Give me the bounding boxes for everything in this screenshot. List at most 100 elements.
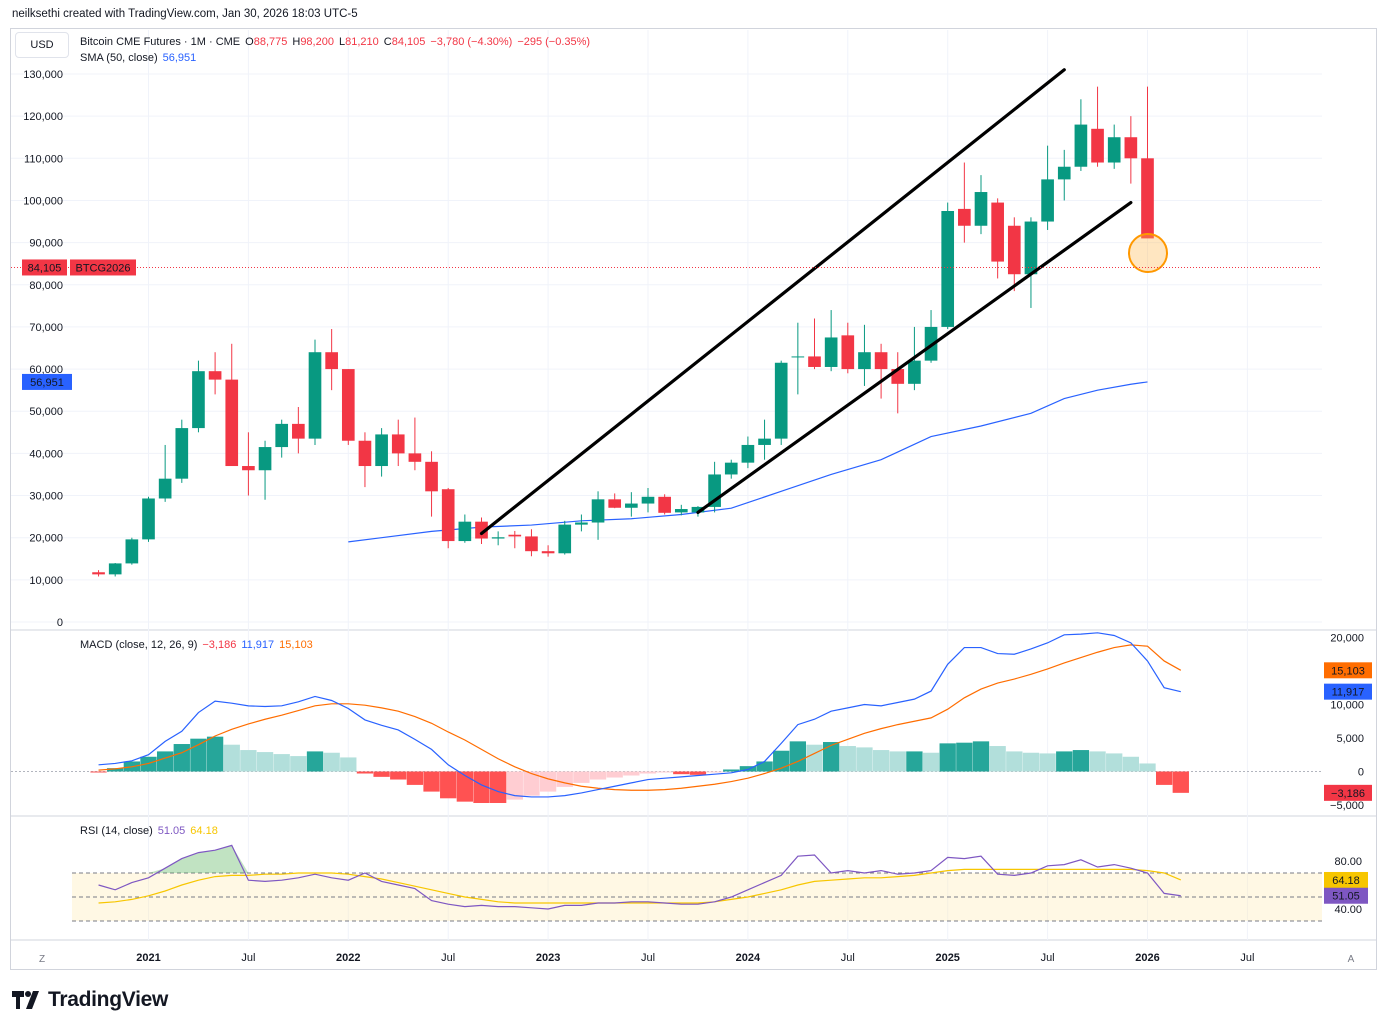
trendline xyxy=(696,200,1133,515)
price-axis-label: 50,000 xyxy=(29,406,63,418)
candle xyxy=(1074,124,1088,167)
candle xyxy=(225,379,239,467)
candle xyxy=(991,202,1004,262)
macd-histogram-bar xyxy=(906,751,923,772)
macd-axis-label: −5,000 xyxy=(1330,800,1364,812)
candle xyxy=(192,371,205,429)
macd-hist-value: −3,186 xyxy=(202,639,237,651)
auto-scale-button[interactable]: A xyxy=(1348,954,1355,965)
macd-histogram-bar xyxy=(556,771,573,787)
candle xyxy=(491,537,505,539)
macd-histogram-bar xyxy=(1056,751,1073,772)
candle xyxy=(758,438,771,445)
candle xyxy=(941,211,955,327)
sma-label[interactable]: SMA (50, close) xyxy=(80,52,158,64)
price-axis-label: 40,000 xyxy=(29,448,63,460)
macd-value: 11,917 xyxy=(241,639,275,651)
currency-selector[interactable]: USD xyxy=(15,32,69,58)
macd-histogram-bar xyxy=(922,752,940,772)
rsi-value-tag-label: 51.05 xyxy=(1332,891,1360,903)
candle xyxy=(458,521,472,542)
candle xyxy=(125,539,139,564)
macd-signal-line xyxy=(98,644,1182,791)
macd-value-tag-label: 15,103 xyxy=(1331,665,1365,677)
candle xyxy=(508,534,522,537)
sma-price-tag xyxy=(22,373,72,390)
zoom-button[interactable]: Z xyxy=(39,954,45,965)
candle xyxy=(358,440,372,467)
tradingview-brand: TradingView xyxy=(48,988,169,1011)
candle xyxy=(858,352,871,370)
price-axis-label: 120,000 xyxy=(23,111,63,123)
rsi-value-tag xyxy=(1324,887,1368,904)
candle xyxy=(1124,137,1138,159)
macd-histogram-bar xyxy=(390,771,407,780)
change-extended-value: −295 (−0.35%) xyxy=(517,36,591,48)
high-value: 98,200 xyxy=(300,36,334,48)
candle xyxy=(258,447,272,471)
candle xyxy=(92,572,105,575)
price-axis-label: 70,000 xyxy=(29,322,63,334)
sma-value: 56,951 xyxy=(162,52,197,64)
symbol-name[interactable]: Bitcoin CME Futures · 1M · CME xyxy=(80,36,241,48)
candle xyxy=(1024,221,1038,275)
candle xyxy=(575,522,588,525)
macd-histogram-bar xyxy=(956,742,973,772)
candle xyxy=(242,466,255,471)
candle xyxy=(774,362,788,439)
rsi-ma-line xyxy=(98,868,1182,904)
macd-histogram-bar xyxy=(939,743,956,772)
macd-histogram-bar xyxy=(656,771,673,773)
macd-histogram-bar xyxy=(1172,771,1189,793)
macd-histogram-bar xyxy=(456,771,474,802)
candle xyxy=(292,423,305,439)
macd-histogram-bar xyxy=(806,744,823,772)
candle xyxy=(142,498,155,540)
macd-histogram-bar xyxy=(90,771,107,773)
candle xyxy=(175,428,189,479)
rsi-label[interactable]: RSI (14, close) xyxy=(80,825,153,837)
candle xyxy=(325,352,338,370)
macd-histogram-bar xyxy=(107,768,124,772)
macd-legend: MACD (close, 12, 26, 9) −3,186 11,917 15,10… xyxy=(80,639,318,651)
macd-histogram-bar xyxy=(1072,750,1090,772)
candle xyxy=(391,434,405,454)
price-axis-label: 30,000 xyxy=(29,491,63,503)
macd-line xyxy=(98,632,1181,798)
time-axis-label: Jul xyxy=(841,952,855,964)
candle xyxy=(275,423,289,448)
macd-histogram-bar xyxy=(539,771,557,792)
tradingview-logo-icon xyxy=(12,991,39,1009)
candle xyxy=(658,496,671,513)
macd-value-tag-label: 11,917 xyxy=(1332,687,1365,699)
time-axis-label: Jul xyxy=(241,952,255,964)
candle xyxy=(874,352,888,370)
macd-label[interactable]: MACD (close, 12, 26, 9) xyxy=(80,639,198,651)
rsi-value: 51.05 xyxy=(157,825,186,837)
macd-histogram-bar xyxy=(889,751,906,772)
candle xyxy=(641,496,655,504)
macd-histogram-bar xyxy=(273,754,290,772)
macd-value-tag-label: −3,186 xyxy=(1331,788,1365,800)
rsi-ma-value: 64.18 xyxy=(190,825,218,837)
macd-histogram-bar xyxy=(473,771,490,803)
candle xyxy=(691,506,705,513)
candle xyxy=(958,208,971,226)
rsi-line xyxy=(98,844,1181,910)
macd-histogram-bar xyxy=(1155,771,1173,785)
macd-histogram-bar xyxy=(240,750,257,772)
macd-axis-label: 5,000 xyxy=(1336,733,1364,745)
open-label: O xyxy=(245,36,254,48)
candle xyxy=(791,356,805,358)
macd-histogram-bar xyxy=(1039,753,1056,772)
symbol-tag xyxy=(70,259,136,276)
macd-histogram-bar xyxy=(423,771,440,792)
main-legend: Bitcoin CME Futures · 1M · CME O88,775 H98… xyxy=(80,36,595,48)
candle xyxy=(558,524,572,554)
macd-histogram-bar xyxy=(406,771,424,785)
rsi-value-tag xyxy=(1324,871,1368,888)
chart-frame xyxy=(10,28,1377,970)
macd-histogram-bar xyxy=(839,746,856,772)
macd-histogram-bar xyxy=(689,771,707,775)
